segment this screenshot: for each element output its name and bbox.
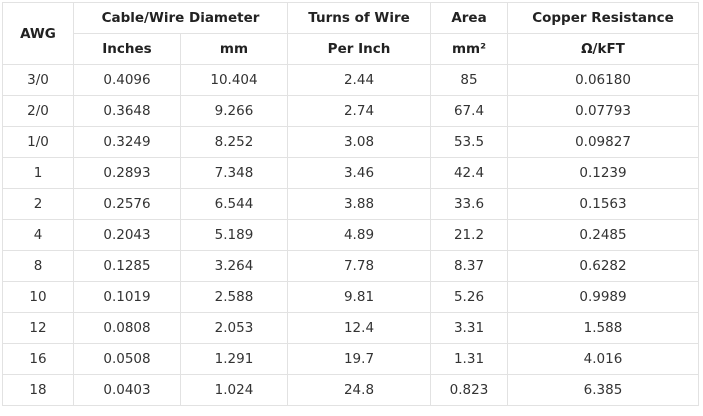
table-cell: 0.0808	[73, 312, 181, 344]
header-cell: AWG	[2, 2, 74, 65]
table-cell: 6.544	[180, 188, 288, 220]
table-row: 1 0.2893 7.348 3.46 42.4 0.1239	[2, 157, 699, 189]
table-cell: 19.7	[287, 343, 431, 375]
table-cell: 18	[2, 374, 74, 406]
table-cell: 2/0	[2, 95, 74, 127]
table-row: 4 0.2043 5.189 4.89 21.2 0.2485	[2, 219, 699, 251]
table-cell: 0.0508	[73, 343, 181, 375]
table-cell: 85	[430, 64, 508, 96]
table-cell: 7.348	[180, 157, 288, 189]
table-cell: 3/0	[2, 64, 74, 96]
table-cell: 0.2485	[507, 219, 699, 251]
table-cell: 0.2043	[73, 219, 181, 251]
table-cell: 0.6282	[507, 250, 699, 282]
table-cell: 8.37	[430, 250, 508, 282]
table-cell: 0.823	[430, 374, 508, 406]
table-cell: 9.81	[287, 281, 431, 313]
table-cell: 0.1019	[73, 281, 181, 313]
table-row: 18 0.0403 1.024 24.8 0.823 6.385	[2, 374, 699, 406]
header-row: Inches mm Per Inch mm² Ω/kFT	[3, 33, 699, 65]
table-cell: 1	[2, 157, 74, 189]
table-cell: 12.4	[287, 312, 431, 344]
header-cell: Per Inch	[287, 33, 431, 65]
header-cell: Ω/kFT	[507, 33, 699, 65]
table-cell: 3.46	[287, 157, 431, 189]
table-cell: 53.5	[430, 126, 508, 158]
table-cell: 16	[2, 343, 74, 375]
table-cell: 33.6	[430, 188, 508, 220]
table-cell: 1.024	[180, 374, 288, 406]
table-cell: 42.4	[430, 157, 508, 189]
table-cell: 0.4096	[73, 64, 181, 96]
table-header: AWG Cable/Wire Diameter Turns of Wire Ar…	[2, 2, 699, 65]
table-cell: 0.2893	[73, 157, 181, 189]
table-cell: 67.4	[430, 95, 508, 127]
table-cell: 10.404	[180, 64, 288, 96]
header-cell: Area	[430, 2, 508, 34]
table-row: 12 0.0808 2.053 12.4 3.31 1.588	[2, 312, 699, 344]
table-row: 10 0.1019 2.588 9.81 5.26 0.9989	[2, 281, 699, 313]
table-cell: 1.291	[180, 343, 288, 375]
table-cell: 0.3648	[73, 95, 181, 127]
table-cell: 1.31	[430, 343, 508, 375]
table-cell: 2.44	[287, 64, 431, 96]
table-cell: 8	[2, 250, 74, 282]
table-cell: 1/0	[2, 126, 74, 158]
table-cell: 0.9989	[507, 281, 699, 313]
table-cell: 3.08	[287, 126, 431, 158]
table-cell: 2.588	[180, 281, 288, 313]
wire-table: AWG Cable/Wire Diameter Turns of Wire Ar…	[2, 2, 699, 406]
table-cell: 3.31	[430, 312, 508, 344]
table-cell: 10	[2, 281, 74, 313]
table-cell: 2.053	[180, 312, 288, 344]
table-cell: 12	[2, 312, 74, 344]
table-cell: 7.78	[287, 250, 431, 282]
table-cell: 8.252	[180, 126, 288, 158]
header-cell: Turns of Wire	[287, 2, 431, 34]
table-cell: 0.07793	[507, 95, 699, 127]
table-cell: 6.385	[507, 374, 699, 406]
table-cell: 1.588	[507, 312, 699, 344]
header-row: AWG Cable/Wire Diameter Turns of Wire Ar…	[2, 2, 699, 65]
header-cell: Inches	[73, 33, 181, 65]
table-cell: 2.74	[287, 95, 431, 127]
table-row: 16 0.0508 1.291 19.7 1.31 4.016	[2, 343, 699, 375]
table-cell: 9.266	[180, 95, 288, 127]
table-cell: 4.89	[287, 219, 431, 251]
table-cell: 3.264	[180, 250, 288, 282]
table-row: 2/0 0.3648 9.266 2.74 67.4 0.07793	[2, 95, 699, 127]
table-cell: 0.1239	[507, 157, 699, 189]
table-cell: 4	[2, 219, 74, 251]
table-cell: 4.016	[507, 343, 699, 375]
table-row: 2 0.2576 6.544 3.88 33.6 0.1563	[2, 188, 699, 220]
header-cell: mm²	[430, 33, 508, 65]
table-cell: 3.88	[287, 188, 431, 220]
table-cell: 0.0403	[73, 374, 181, 406]
table-cell: 24.8	[287, 374, 431, 406]
table-cell: 5.189	[180, 219, 288, 251]
header-cell: mm	[180, 33, 288, 65]
table-row: 3/0 0.4096 10.404 2.44 85 0.06180	[2, 64, 699, 96]
header-cell: Cable/Wire Diameter	[73, 2, 288, 34]
header-cell: Copper Resistance	[507, 2, 699, 34]
table-cell: 21.2	[430, 219, 508, 251]
table-cell: 2	[2, 188, 74, 220]
table-cell: 0.06180	[507, 64, 699, 96]
table-cell: 0.2576	[73, 188, 181, 220]
table-body: 3/0 0.4096 10.404 2.44 85 0.06180 2/0 0.3648 9.2…	[2, 64, 699, 406]
table-cell: 0.3249	[73, 126, 181, 158]
table-cell: 0.09827	[507, 126, 699, 158]
table-row: 1/0 0.3249 8.252 3.08 53.5 0.09827	[2, 126, 699, 158]
table-row: 8 0.1285 3.264 7.78 8.37 0.6282	[2, 250, 699, 282]
table-cell: 5.26	[430, 281, 508, 313]
table-cell: 0.1563	[507, 188, 699, 220]
table-cell: 0.1285	[73, 250, 181, 282]
